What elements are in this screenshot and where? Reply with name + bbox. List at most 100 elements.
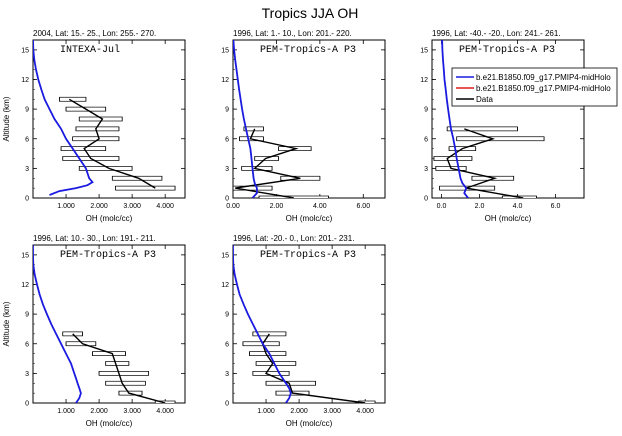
panels: 2004, Lat: 15.- 25., Lon: 255.- 270. INTE… <box>2 29 585 428</box>
error-bar <box>456 136 545 142</box>
x-tick-label: 0.00 <box>226 203 240 210</box>
x-tick-label: 4.000 <box>356 408 374 415</box>
legend-label-model: b.e21.B1850.f09_g17.PMIP4-midHolo <box>476 73 611 82</box>
error-bar <box>265 380 316 386</box>
x-tick-label: 2.00 <box>270 203 284 210</box>
y-tick-label: 6 <box>25 136 29 143</box>
error-bar <box>358 400 376 403</box>
x-axis-label: OH (molc/cc) <box>286 419 333 428</box>
x-tick-label: 1.000 <box>57 203 75 210</box>
error-bar <box>258 195 329 198</box>
y-tick-label: 12 <box>221 282 229 289</box>
error-bar <box>105 380 146 386</box>
x-tick-label: 1.000 <box>57 408 75 415</box>
y-tick-label: 9 <box>25 107 29 114</box>
x-tick-label: 4.00 <box>313 203 327 210</box>
data-mean-line <box>446 128 524 198</box>
panel-4: 1996, Lat: 10.- 30., Lon: 191.- 211. PEM-… <box>2 234 186 428</box>
error-bar <box>154 400 176 403</box>
y-tick-label: 0 <box>25 196 29 203</box>
panel-5: 1996, Lat: -20.- 0., Lon: 201.- 231. PEM-… <box>221 234 386 428</box>
model-profile-line <box>33 40 94 196</box>
y-tick-label: 15 <box>420 47 428 54</box>
y-tick-label: 9 <box>25 312 29 319</box>
panel-2: 1996, Lat: 1.- 10., Lon: 201.- 220. PEM-T… <box>221 29 386 223</box>
x-tick-label: 4.0 <box>513 203 523 210</box>
x-tick-label: 6.0 <box>551 203 561 210</box>
y-tick-label: 0 <box>225 196 229 203</box>
plot-frame <box>32 244 186 404</box>
data-mean-line <box>235 128 301 198</box>
error-bar <box>446 126 518 132</box>
legend: b.e21.B1850.f09_g17.PMIP4-midHolo b.e21.… <box>451 67 618 107</box>
panel-label: PEM-Tropics-A P3 <box>260 249 356 261</box>
y-tick-label: 3 <box>225 166 229 173</box>
x-axis-label: OH (molc/cc) <box>286 214 333 223</box>
y-tick-label: 0 <box>225 401 229 408</box>
panel-header: 1996, Lat: -20.- 0., Lon: 201.- 231. <box>233 234 354 243</box>
legend-box <box>451 67 618 107</box>
y-tick-label: 6 <box>424 136 428 143</box>
y-tick-label: 12 <box>420 77 428 84</box>
plot-area <box>233 245 376 403</box>
x-axis-label: OH (molc/cc) <box>86 214 133 223</box>
panel-header: 2004, Lat: 15.- 25., Lon: 255.- 270. <box>33 29 156 38</box>
y-tick-label: 3 <box>25 166 29 173</box>
y-tick-label: 12 <box>221 77 229 84</box>
error-bar <box>115 185 176 191</box>
panel-3: 1996, Lat: -40.- -20., Lon: 241.- 261. PE… <box>420 29 585 223</box>
data-mean-line <box>72 333 166 403</box>
x-tick-label: 2.000 <box>90 203 108 210</box>
y-tick-label: 3 <box>25 371 29 378</box>
legend-label-model-alt: b.e21.B1850.f09_g17.PMIP4-midHolo <box>476 84 611 93</box>
plot-area <box>33 40 176 196</box>
y-tick-label: 3 <box>424 166 428 173</box>
x-tick-label: 4.000 <box>156 408 174 415</box>
panel-header: 1996, Lat: 1.- 10., Lon: 201.- 220. <box>233 29 352 38</box>
y-axis-label: Altitude (km) <box>2 301 11 346</box>
model-profile-line <box>33 245 82 403</box>
panel-label: PEM-Tropics-A P3 <box>260 44 356 56</box>
x-tick-label: 3.000 <box>323 408 341 415</box>
error-bar <box>105 361 130 366</box>
plot-area <box>433 40 545 198</box>
y-tick-label: 15 <box>221 47 229 54</box>
x-tick-label: 4.000 <box>156 203 174 210</box>
figure-title: Tropics JJA OH <box>262 5 359 21</box>
error-bar <box>98 371 150 376</box>
x-tick-label: 0.0 <box>437 203 447 210</box>
x-tick-label: 2.000 <box>290 408 308 415</box>
y-tick-label: 12 <box>21 282 29 289</box>
x-tick-label: 3.000 <box>123 408 141 415</box>
plot-frame <box>232 244 386 404</box>
panel-header: 1996, Lat: 10.- 30., Lon: 191.- 211. <box>33 234 156 243</box>
x-tick-label: 1.000 <box>257 408 275 415</box>
y-tick-label: 6 <box>225 136 229 143</box>
y-tick-label: 9 <box>225 107 229 114</box>
plot-frame <box>232 39 386 199</box>
y-tick-label: 0 <box>424 196 428 203</box>
x-axis-label: OH (molc/cc) <box>86 419 133 428</box>
model-profile-line <box>233 40 258 198</box>
model-profile-line <box>441 40 469 198</box>
error-bar <box>433 156 473 161</box>
y-axis-label: Altitude (km) <box>2 96 11 141</box>
y-tick-label: 6 <box>225 341 229 348</box>
plot-area <box>33 245 176 403</box>
legend-label-data: Data <box>476 95 493 104</box>
y-tick-label: 15 <box>221 252 229 259</box>
plot-frame <box>431 39 585 199</box>
model-profile-line <box>233 245 292 403</box>
x-axis-label: OH (molc/cc) <box>485 214 532 223</box>
y-tick-label: 0 <box>25 401 29 408</box>
x-tick-label: 2.0 <box>475 203 485 210</box>
data-mean-line <box>68 98 156 189</box>
y-tick-label: 6 <box>25 341 29 348</box>
y-tick-label: 9 <box>424 107 428 114</box>
x-tick-label: 2.000 <box>90 408 108 415</box>
y-tick-label: 15 <box>21 252 29 259</box>
panel-header: 1996, Lat: -40.- -20., Lon: 241.- 261. <box>432 29 561 38</box>
plot-area <box>233 40 329 198</box>
y-tick-label: 3 <box>225 371 229 378</box>
